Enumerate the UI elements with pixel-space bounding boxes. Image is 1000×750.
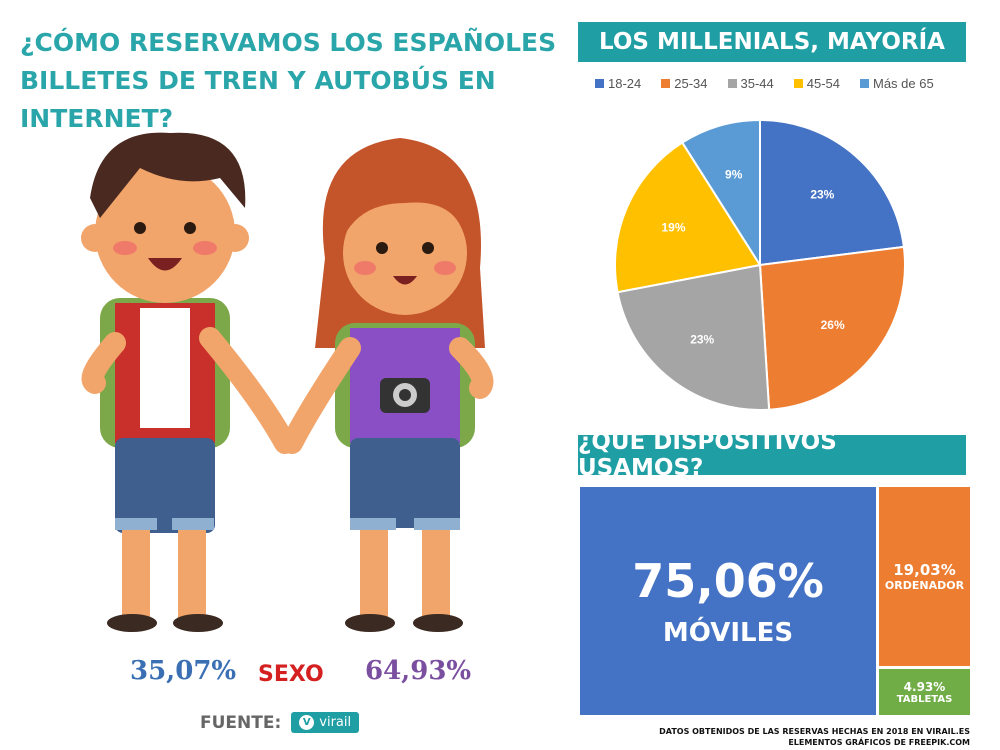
legend-label: 18-24 bbox=[608, 76, 642, 91]
treemap-label: ORDENADOR bbox=[884, 579, 965, 592]
devices-treemap: 75,06% MÓVILES 19,03% ORDENADOR 4.93% TABLETA… bbox=[580, 487, 970, 715]
treemap-cell-ordenador: 19,03% ORDENADOR bbox=[879, 487, 970, 666]
virail-logo-icon: V bbox=[299, 715, 315, 730]
treemap-value: 4.93% bbox=[903, 679, 946, 694]
title-line-1: ¿CÓMO RESERVAMOS LOS ESPAÑOLES bbox=[20, 28, 557, 57]
devices-banner: ¿QUÉ DISPOSITIVOS USAMOS? bbox=[578, 429, 966, 481]
virail-logo: V virail bbox=[291, 712, 360, 733]
virail-logo-text: virail bbox=[319, 715, 352, 730]
footnote-line-2: ELEMENTOS GRÁFICOS DE FREEPIK.COM bbox=[788, 738, 970, 747]
title-line-2: BILLETES DE TREN Y AUTOBÚS EN INTERNET? bbox=[20, 66, 496, 133]
pie-slice bbox=[616, 263, 771, 411]
footnote: DATOS OBTENIDOS DE LAS RESERVAS HECHAS E… bbox=[659, 726, 970, 748]
pie-slice bbox=[759, 120, 905, 267]
legend-item: 18-24 bbox=[595, 76, 641, 91]
pie-slice bbox=[614, 141, 762, 294]
male-percentage: 35,07% bbox=[130, 656, 237, 686]
legend-item: 25-34 bbox=[661, 76, 708, 91]
treemap-value: 75,06% bbox=[632, 554, 824, 608]
pie-data-label: 9% bbox=[725, 167, 743, 181]
infographic-title: ¿CÓMO RESERVAMOS LOS ESPAÑOLES BILLETES … bbox=[20, 24, 580, 138]
pie-slice bbox=[680, 120, 761, 269]
legend-item: 45-54 bbox=[793, 76, 840, 91]
treemap-label: MÓVILES bbox=[662, 618, 794, 648]
age-pie-chart: 23% 26% 23% 19% 9% bbox=[614, 120, 906, 411]
pie-slice bbox=[758, 245, 906, 411]
legend-swatch bbox=[793, 79, 803, 88]
boy-figure bbox=[81, 132, 296, 632]
girl-figure bbox=[281, 138, 494, 632]
legend-label: 45-54 bbox=[806, 76, 840, 91]
treemap-label: TABLETAS bbox=[896, 693, 953, 705]
legend-item: 35-44 bbox=[727, 76, 774, 91]
pie-data-label: 19% bbox=[661, 221, 685, 235]
legend-swatch bbox=[727, 79, 737, 88]
pie-data-label: 26% bbox=[821, 318, 845, 332]
millenials-banner: LOS MILLENIALS, MAYORÍA bbox=[578, 22, 966, 62]
pie-legend: 18-24 25-34 35-44 45-54 Más de 65 bbox=[595, 76, 934, 91]
legend-label: Más de 65 bbox=[873, 76, 934, 91]
pie-data-label: 23% bbox=[690, 332, 714, 346]
backpackers-illustration bbox=[81, 132, 494, 632]
legend-label: 35-44 bbox=[740, 76, 774, 91]
female-percentage: 64,93% bbox=[365, 656, 472, 686]
legend-label: 25-34 bbox=[674, 76, 708, 91]
source-credit: FUENTE: V virail bbox=[200, 712, 360, 733]
pie-data-label: 23% bbox=[810, 187, 834, 201]
legend-swatch bbox=[661, 79, 671, 88]
treemap-cell-moviles: 75,06% MÓVILES bbox=[580, 487, 876, 715]
legend-swatch bbox=[595, 79, 604, 88]
gender-label: SEXO bbox=[258, 662, 324, 687]
treemap-value: 19,03% bbox=[893, 561, 956, 579]
footnote-line-1: DATOS OBTENIDOS DE LAS RESERVAS HECHAS E… bbox=[659, 727, 970, 736]
source-label: FUENTE: bbox=[200, 712, 282, 733]
legend-swatch bbox=[860, 79, 869, 88]
legend-item: Más de 65 bbox=[860, 76, 934, 91]
treemap-cell-tabletas: 4.93% TABLETAS bbox=[879, 669, 970, 715]
